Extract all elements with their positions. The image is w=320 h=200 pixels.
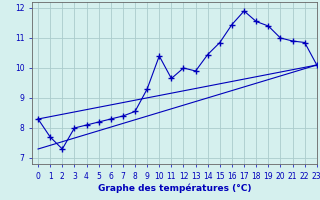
X-axis label: Graphe des températures (°C): Graphe des températures (°C) <box>98 183 251 193</box>
